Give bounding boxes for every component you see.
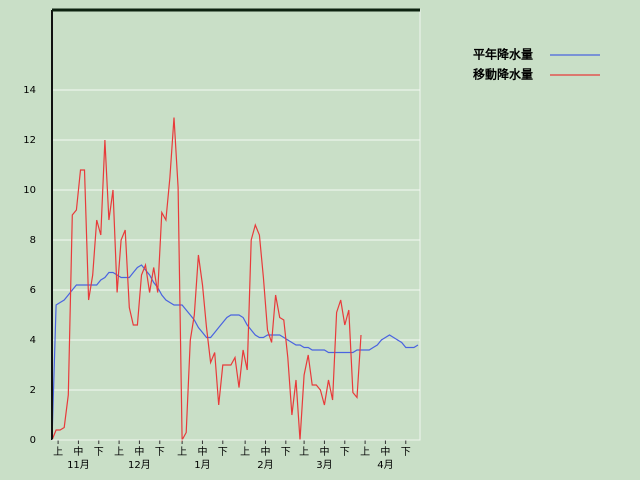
- month-label: 3月: [316, 459, 332, 471]
- x-tick-label: 下: [218, 447, 228, 458]
- month-label: 12月: [128, 459, 151, 471]
- x-tick-label: 中: [260, 445, 270, 458]
- x-tick-label: 上: [114, 446, 124, 458]
- series-line: [51, 117, 362, 443]
- legend-text: 平年降水量: [473, 47, 533, 62]
- x-tick-label: 上: [177, 446, 187, 458]
- x-tick-label: 上: [299, 446, 309, 458]
- month-label: 11月: [67, 459, 90, 471]
- x-tick-label: 下: [401, 447, 411, 458]
- x-tick-label: 下: [340, 447, 350, 458]
- y-tick-label: 6: [30, 285, 36, 296]
- y-tick-label: 0: [30, 435, 36, 446]
- x-tick-label: 上: [53, 446, 63, 458]
- month-label: 1月: [194, 459, 210, 471]
- month-label: 2月: [257, 459, 273, 471]
- month-label: 4月: [377, 459, 393, 471]
- x-tick-label: 下: [281, 447, 291, 458]
- x-tick-label: 中: [134, 445, 144, 458]
- plot-area: [51, 9, 421, 441]
- y-tick-label: 12: [23, 135, 36, 146]
- x-tick-label: 上: [360, 446, 370, 458]
- series-line: [51, 264, 419, 441]
- y-tick-label: 14: [23, 85, 36, 96]
- x-tick-label: 上: [240, 446, 250, 458]
- y-tick-label: 2: [30, 385, 36, 396]
- y-tick-label: 8: [30, 235, 36, 246]
- y-tick-label: 4: [30, 335, 36, 346]
- y-tick-label: 10: [23, 185, 36, 196]
- x-tick-label: 下: [94, 447, 104, 458]
- legend-text: 移動降水量: [473, 67, 533, 82]
- x-tick-label: 中: [73, 445, 83, 458]
- x-tick-label: 中: [380, 445, 390, 458]
- x-tick-label: 下: [155, 447, 165, 458]
- x-tick-label: 中: [319, 445, 329, 458]
- x-tick-label: 中: [197, 445, 207, 458]
